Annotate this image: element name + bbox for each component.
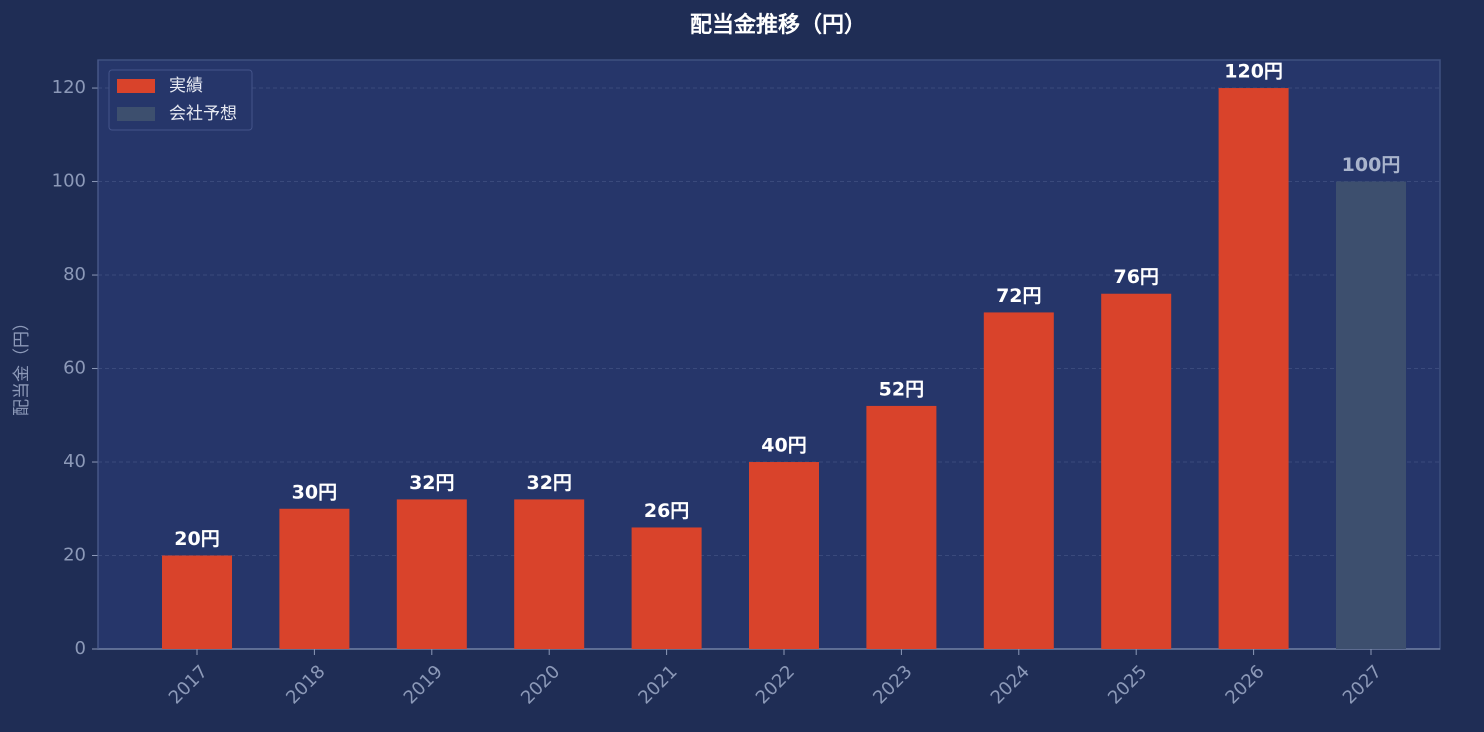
bar — [749, 462, 819, 649]
y-tick-label: 60 — [63, 358, 86, 379]
bar — [631, 527, 702, 649]
value-label: 40円 — [761, 435, 806, 457]
value-label: 52円 — [879, 378, 924, 400]
bar — [866, 405, 937, 649]
value-label: 100円 — [1342, 154, 1401, 176]
legend-swatch — [117, 107, 155, 121]
bar — [1336, 181, 1406, 650]
value-label: 30円 — [292, 481, 337, 503]
value-label: 26円 — [644, 500, 689, 522]
value-label: 120円 — [1224, 61, 1283, 83]
bar — [162, 555, 232, 649]
y-tick-label: 80 — [63, 264, 86, 285]
bar — [279, 508, 350, 649]
bar — [1218, 88, 1289, 650]
legend-label: 会社予想 — [169, 104, 237, 124]
y-tick-label: 120 — [52, 77, 86, 98]
legend-swatch — [117, 79, 155, 93]
bar — [514, 499, 585, 649]
legend-label: 実績 — [169, 76, 203, 96]
y-axis-label: 配当金（円） — [12, 314, 32, 416]
y-tick-label: 40 — [63, 451, 86, 472]
y-tick-label: 0 — [75, 638, 86, 659]
value-label: 32円 — [526, 472, 571, 494]
bar — [1101, 293, 1172, 649]
y-tick-label: 100 — [52, 171, 86, 192]
bar — [983, 312, 1054, 649]
value-label: 32円 — [409, 472, 454, 494]
bar — [396, 499, 467, 649]
value-label: 76円 — [1113, 266, 1158, 288]
value-label: 20円 — [174, 528, 219, 550]
y-tick-label: 20 — [63, 545, 86, 566]
chart-title: 配当金推移（円） — [690, 12, 866, 38]
value-label: 72円 — [996, 285, 1041, 307]
